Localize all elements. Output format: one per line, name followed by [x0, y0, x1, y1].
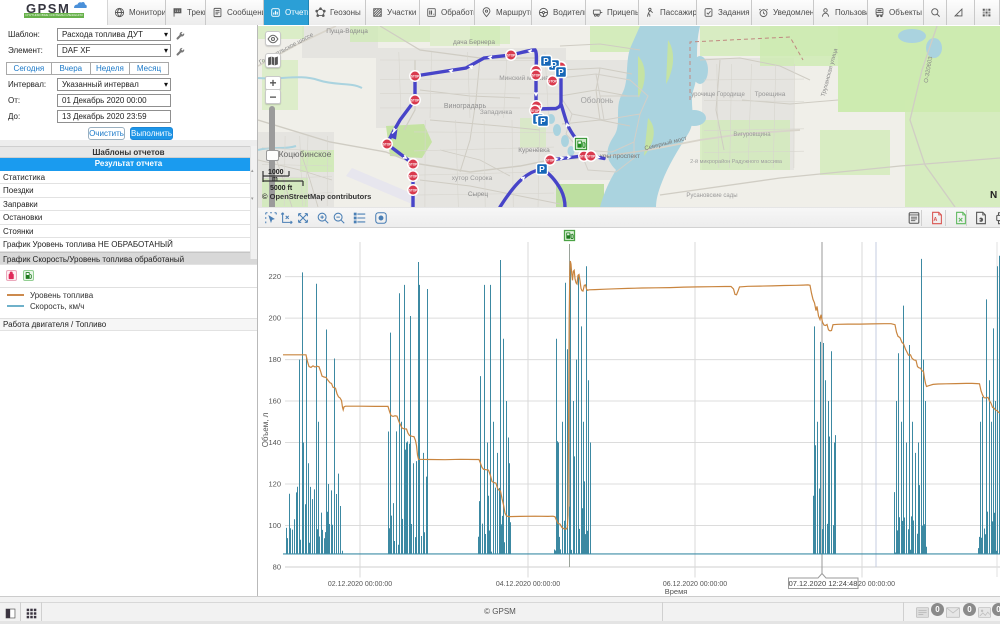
svg-text:Западинка: Западинка — [480, 109, 513, 116]
svg-text:220: 220 — [268, 272, 281, 281]
svg-text:дача Бернера: дача Бернера — [453, 39, 495, 46]
svg-text:STOP: STOP — [580, 155, 589, 159]
svg-text:Троещина: Троещина — [755, 91, 786, 98]
svg-text:урочище Городище: урочище Городище — [691, 92, 745, 98]
svg-text:200: 200 — [268, 314, 281, 323]
svg-text:Время: Время — [665, 587, 688, 596]
svg-text:Оболонь: Оболонь — [581, 96, 614, 105]
svg-text:120: 120 — [268, 480, 281, 489]
svg-text:STOP: STOP — [532, 74, 541, 78]
svg-text:Сырец: Сырец — [468, 191, 489, 198]
svg-text:1000: 1000 — [268, 169, 284, 176]
svg-text:STOP: STOP — [548, 80, 557, 84]
svg-text:Виноградарь: Виноградарь — [444, 103, 487, 110]
svg-text:кры проспект: кры проспект — [600, 153, 640, 160]
svg-text:P: P — [540, 116, 546, 126]
svg-text:Русановские сады: Русановские сады — [686, 193, 737, 199]
svg-text:STOP: STOP — [409, 163, 418, 167]
svg-text:хутор Сорока: хутор Сорока — [452, 175, 493, 182]
svg-text:STOP: STOP — [507, 54, 516, 58]
svg-text:P: P — [551, 60, 557, 70]
svg-text:STOP: STOP — [546, 159, 555, 163]
svg-text:STOP: STOP — [383, 143, 392, 147]
svg-text:STOP: STOP — [531, 109, 540, 113]
svg-text:02.12.2020 00:00:00: 02.12.2020 00:00:00 — [328, 581, 392, 588]
svg-text:P: P — [543, 56, 549, 66]
svg-text:STOP: STOP — [411, 99, 420, 103]
svg-text:160: 160 — [268, 397, 281, 406]
svg-text:Пуща-Водица: Пуща-Водица — [326, 28, 368, 35]
svg-text:A: A — [934, 217, 938, 223]
svg-text:Куренёвка: Куренёвка — [518, 147, 550, 154]
svg-text:2-й микрорайон Радужного масси: 2-й микрорайон Радужного массива — [690, 158, 783, 165]
svg-text:5000 ft: 5000 ft — [270, 185, 293, 192]
svg-text:04.12.2020 00:00:00: 04.12.2020 00:00:00 — [496, 581, 560, 588]
svg-text:STOP: STOP — [411, 75, 420, 79]
svg-text:Минский массив: Минский массив — [499, 74, 549, 82]
svg-text:100: 100 — [268, 521, 281, 530]
svg-text:Объем, л: Объем, л — [261, 412, 270, 447]
svg-text:STOP: STOP — [409, 175, 418, 179]
svg-text:STOP: STOP — [587, 155, 596, 159]
svg-text:06.12.2020 00:00:00: 06.12.2020 00:00:00 — [663, 581, 727, 588]
svg-text:О-320603: О-320603 — [924, 56, 935, 84]
svg-text:180: 180 — [268, 355, 281, 364]
svg-text:STOP: STOP — [409, 189, 418, 193]
svg-text:Коцюбинское: Коцюбинское — [279, 149, 332, 159]
svg-text:P: P — [558, 67, 564, 77]
svg-text:Вигуровщина: Вигуровщина — [733, 132, 771, 138]
svg-text:20 00:00:00: 20 00:00:00 — [858, 581, 895, 588]
svg-text:80: 80 — [273, 563, 281, 572]
svg-text:07.12.2020 12:24:48: 07.12.2020 12:24:48 — [789, 579, 858, 588]
svg-text:N: N — [990, 190, 997, 201]
svg-text:P: P — [539, 164, 545, 174]
svg-text:m: m — [272, 176, 278, 183]
svg-text:140: 140 — [268, 438, 281, 447]
